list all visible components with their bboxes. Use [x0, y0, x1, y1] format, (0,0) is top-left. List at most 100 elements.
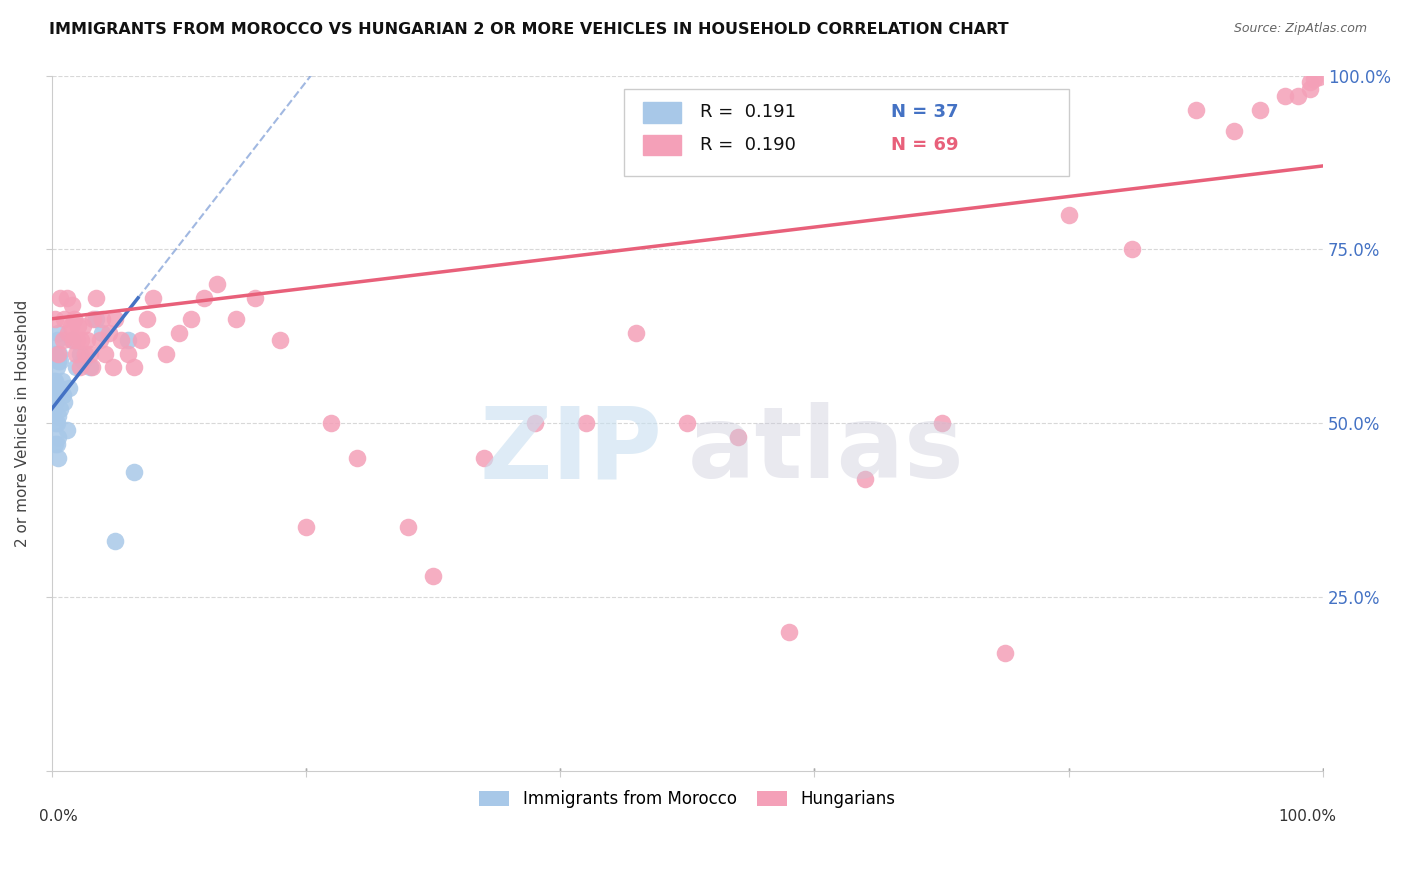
- Point: [117, 333, 139, 347]
- Point: [84, 311, 107, 326]
- Point: [79, 360, 101, 375]
- Point: [1303, 72, 1326, 87]
- Point: [44, 375, 66, 389]
- Y-axis label: 2 or more Vehicles in Household: 2 or more Vehicles in Household: [15, 300, 30, 547]
- Point: [46, 346, 69, 360]
- Point: [97, 326, 120, 340]
- Point: [56, 423, 79, 437]
- Point: [69, 360, 91, 375]
- Point: [1299, 82, 1322, 96]
- Text: 100.0%: 100.0%: [1278, 809, 1336, 824]
- Point: [422, 569, 444, 583]
- Point: [44, 311, 66, 326]
- Point: [72, 318, 94, 333]
- Point: [56, 326, 79, 340]
- Point: [46, 430, 69, 444]
- Point: [853, 472, 876, 486]
- Point: [82, 360, 104, 375]
- Point: [1057, 208, 1080, 222]
- Point: [243, 291, 266, 305]
- Text: ZIP: ZIP: [479, 402, 662, 500]
- Point: [225, 311, 247, 326]
- Point: [52, 388, 75, 402]
- Point: [46, 450, 69, 465]
- Point: [1274, 89, 1296, 103]
- Point: [72, 353, 94, 368]
- Point: [155, 346, 177, 360]
- Point: [129, 333, 152, 347]
- Point: [122, 465, 145, 479]
- Point: [1223, 124, 1246, 138]
- Point: [49, 291, 72, 305]
- Legend: Immigrants from Morocco, Hungarians: Immigrants from Morocco, Hungarians: [472, 783, 901, 814]
- Point: [42, 375, 65, 389]
- Point: [46, 381, 69, 395]
- Point: [994, 646, 1017, 660]
- Point: [82, 311, 104, 326]
- Point: [676, 416, 699, 430]
- Point: [45, 333, 67, 347]
- Point: [44, 416, 66, 430]
- Point: [44, 346, 66, 360]
- Point: [53, 395, 76, 409]
- Point: [45, 416, 67, 430]
- Point: [91, 326, 114, 340]
- Point: [1308, 70, 1330, 84]
- Point: [66, 333, 89, 347]
- Point: [626, 326, 648, 340]
- Text: atlas: atlas: [688, 402, 965, 500]
- Point: [1249, 103, 1271, 118]
- Point: [45, 437, 67, 451]
- Point: [67, 318, 90, 333]
- Point: [84, 291, 107, 305]
- Point: [53, 311, 76, 326]
- Point: [46, 409, 69, 424]
- Text: N = 69: N = 69: [891, 136, 959, 154]
- Text: Source: ZipAtlas.com: Source: ZipAtlas.com: [1233, 22, 1367, 36]
- Point: [396, 520, 419, 534]
- FancyBboxPatch shape: [624, 89, 1069, 177]
- Text: R =  0.191: R = 0.191: [700, 103, 796, 121]
- Point: [180, 311, 202, 326]
- Point: [205, 277, 228, 291]
- Point: [117, 346, 139, 360]
- Point: [1185, 103, 1208, 118]
- Point: [1299, 75, 1322, 89]
- Point: [79, 346, 101, 360]
- Point: [42, 402, 65, 417]
- Point: [727, 430, 749, 444]
- Point: [135, 311, 157, 326]
- Bar: [643, 135, 681, 155]
- Point: [56, 291, 79, 305]
- Point: [49, 353, 72, 368]
- Text: R =  0.190: R = 0.190: [700, 136, 796, 154]
- Point: [44, 437, 66, 451]
- Point: [69, 346, 91, 360]
- Point: [62, 333, 84, 347]
- Point: [48, 381, 70, 395]
- Point: [65, 360, 87, 375]
- Point: [167, 326, 190, 340]
- Text: IMMIGRANTS FROM MOROCCO VS HUNGARIAN 2 OR MORE VEHICLES IN HOUSEHOLD CORRELATION: IMMIGRANTS FROM MOROCCO VS HUNGARIAN 2 O…: [49, 22, 1010, 37]
- Bar: [643, 102, 681, 123]
- Point: [1121, 243, 1143, 257]
- Point: [269, 333, 291, 347]
- Point: [76, 333, 98, 347]
- Point: [46, 326, 69, 340]
- Point: [193, 291, 215, 305]
- Point: [346, 450, 368, 465]
- Point: [59, 318, 82, 333]
- Point: [46, 353, 69, 368]
- Point: [89, 333, 111, 347]
- Point: [45, 388, 67, 402]
- Point: [575, 416, 598, 430]
- Point: [122, 360, 145, 375]
- Point: [1286, 89, 1309, 103]
- Point: [69, 333, 91, 347]
- Point: [60, 298, 83, 312]
- Point: [101, 360, 124, 375]
- Point: [295, 520, 318, 534]
- Text: N = 37: N = 37: [891, 103, 959, 121]
- Point: [52, 333, 75, 347]
- Point: [104, 311, 127, 326]
